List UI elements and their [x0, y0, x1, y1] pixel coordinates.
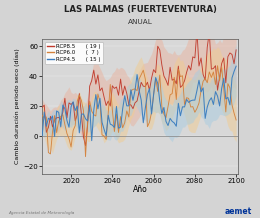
Legend: RCP8.5      ( 19 ), RCP6.0      (  7 ), RCP4.5      ( 15 ): RCP8.5 ( 19 ), RCP6.0 ( 7 ), RCP4.5 ( 15…	[45, 42, 103, 64]
Y-axis label: Cambio duración periodo seco (días): Cambio duración periodo seco (días)	[15, 48, 21, 164]
Text: ANUAL: ANUAL	[128, 19, 153, 25]
Text: Agencia Estatal de Meteorología: Agencia Estatal de Meteorología	[8, 211, 74, 215]
Text: aemet: aemet	[225, 207, 252, 216]
Text: LAS PALMAS (FUERTEVENTURA): LAS PALMAS (FUERTEVENTURA)	[64, 5, 217, 14]
X-axis label: Año: Año	[133, 185, 148, 194]
